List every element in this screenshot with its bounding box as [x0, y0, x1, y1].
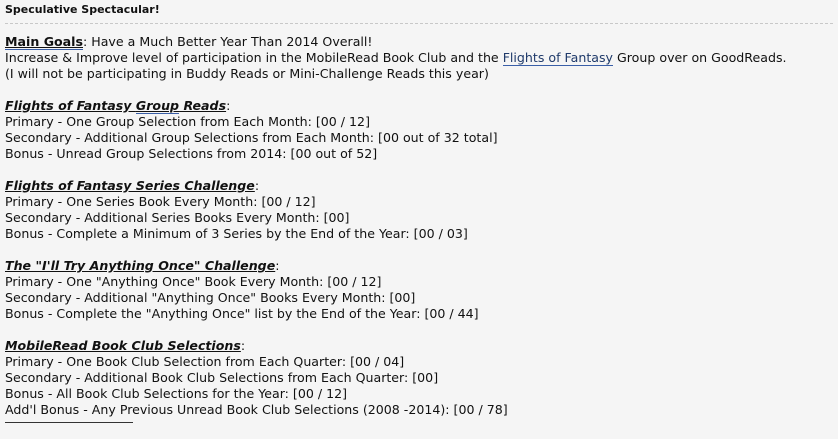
- section-group-reads: Flights of Fantasy Group Reads: Primary …: [5, 98, 833, 162]
- section-heading: The "I'll Try Anything Once" Challenge: [5, 258, 276, 273]
- list-item: Bonus - Unread Group Selections from 201…: [5, 146, 378, 161]
- note-line: (I will not be participating in Buddy Re…: [5, 66, 489, 81]
- main-goals-text: : Have a Much Better Year Than 2014 Over…: [83, 34, 373, 49]
- list-item: Secondary - Additional Book Club Selecti…: [5, 370, 439, 385]
- list-item: Secondary - Additional Group Selections …: [5, 130, 498, 145]
- main-goals-heading: Main Goals: [5, 34, 83, 50]
- section-book-club: MobileRead Book Club Selections: Primary…: [5, 338, 833, 418]
- list-item: Add'l Bonus - Any Previous Unread Book C…: [5, 402, 508, 417]
- participation-line: Increase & Improve level of participatio…: [5, 50, 833, 66]
- post-title: Speculative Spectacular!: [5, 3, 160, 16]
- list-item: Bonus - All Book Club Selections for the…: [5, 386, 348, 401]
- list-item: Primary - One "Anything Once" Book Every…: [5, 274, 382, 289]
- divider: [5, 23, 833, 24]
- post: Speculative Spectacular! Main Goals: Hav…: [5, 3, 833, 423]
- list-item: Secondary - Additional "Anything Once" B…: [5, 290, 416, 305]
- list-item: Bonus - Complete the "Anything Once" lis…: [5, 306, 479, 321]
- section-heading: Flights of Fantasy Group Reads: [5, 98, 227, 114]
- list-item: Primary - One Group Selection from Each …: [5, 114, 370, 129]
- group-link[interactable]: Group: [135, 98, 180, 114]
- list-item: Bonus - Complete a Minimum of 3 Series b…: [5, 226, 468, 241]
- section-heading: Flights of Fantasy Series Challenge: [5, 178, 255, 193]
- list-item: Primary - One Book Club Selection from E…: [5, 354, 405, 369]
- section-heading: MobileRead Book Club Selections: [5, 338, 241, 353]
- section-series-challenge: Flights of Fantasy Series Challenge: Pri…: [5, 178, 833, 242]
- participation-text: Increase & Improve level of participatio…: [5, 50, 503, 65]
- main-goals-line: Main Goals: Have a Much Better Year Than…: [5, 34, 833, 50]
- list-item: Secondary - Additional Series Books Ever…: [5, 210, 350, 225]
- signature-rule: [5, 422, 133, 423]
- section-anything-once: The "I'll Try Anything Once" Challenge: …: [5, 258, 833, 322]
- participation-text-end: Group over on GoodReads.: [613, 50, 787, 65]
- flights-of-fantasy-link[interactable]: Flights of Fantasy: [502, 50, 614, 66]
- list-item: Primary - One Series Book Every Month: […: [5, 194, 316, 209]
